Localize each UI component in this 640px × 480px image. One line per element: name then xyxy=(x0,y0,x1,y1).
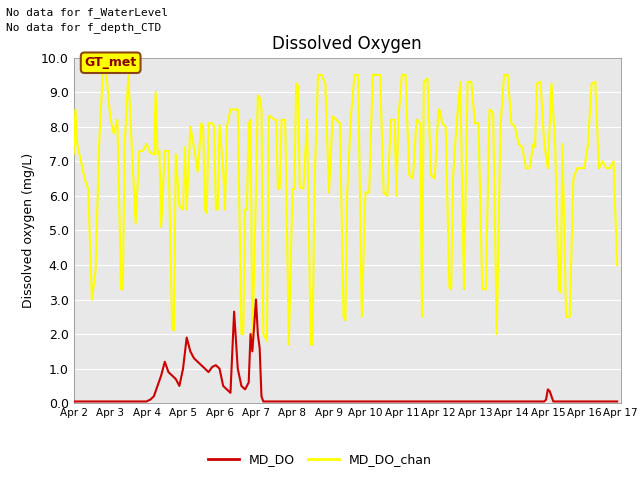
Legend: MD_DO, MD_DO_chan: MD_DO, MD_DO_chan xyxy=(203,448,437,471)
Title: Dissolved Oxygen: Dissolved Oxygen xyxy=(273,35,422,53)
Y-axis label: Dissolved oxygen (mg/L): Dissolved oxygen (mg/L) xyxy=(22,153,35,308)
Text: No data for f_WaterLevel: No data for f_WaterLevel xyxy=(6,7,168,18)
Text: GT_met: GT_met xyxy=(84,56,137,69)
Text: No data for f_depth_CTD: No data for f_depth_CTD xyxy=(6,22,162,33)
